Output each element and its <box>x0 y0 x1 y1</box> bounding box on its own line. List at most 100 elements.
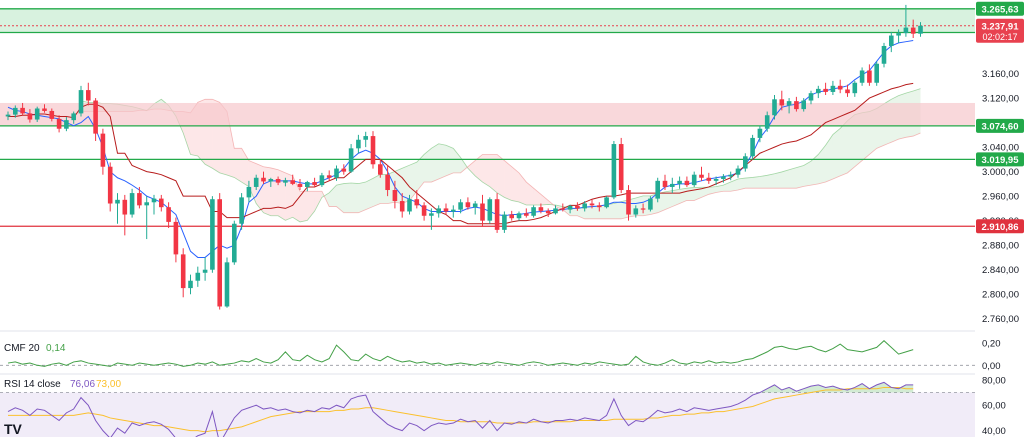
candle-body <box>202 269 208 273</box>
countdown-label: 02:02:17 <box>982 32 1017 42</box>
candle-body <box>421 205 427 216</box>
candle-body <box>560 208 566 210</box>
candle-body <box>918 25 923 34</box>
candle-body <box>604 197 609 208</box>
cloud-segment <box>438 143 446 179</box>
rsi-ma-value: 73,00 <box>96 379 121 390</box>
cloud-segment <box>577 207 585 219</box>
cloud-segment <box>351 182 359 213</box>
rsi-overbought-fill <box>898 384 906 393</box>
candle-body <box>414 199 420 206</box>
zones <box>0 8 975 126</box>
candle-body <box>64 120 69 129</box>
rsi-title: RSI 14 close <box>4 379 61 390</box>
candle-body <box>743 156 748 169</box>
candle-body <box>356 139 361 149</box>
last-price-label: 3.237,91 <box>982 21 1020 32</box>
cloud-segment <box>424 148 432 183</box>
tradingview-logo: TV <box>4 421 23 437</box>
candle-body <box>648 198 653 210</box>
candle-body <box>210 199 215 270</box>
candle-body <box>494 199 500 230</box>
candle-body <box>378 164 383 175</box>
candle-body <box>837 85 843 90</box>
cloud-segment <box>402 165 410 204</box>
cloud-segment <box>365 178 373 210</box>
cloud-segment <box>716 185 724 193</box>
senkou-a-line <box>80 88 921 223</box>
candle-body <box>772 99 777 116</box>
candle-body <box>611 144 617 198</box>
price-pane[interactable]: 3.160,003.120,003.080,003.040,003.000,00… <box>0 1 1024 325</box>
cloud-segment <box>467 160 476 176</box>
candle-body <box>480 203 485 221</box>
candle-body <box>78 90 84 114</box>
candle-body <box>713 178 719 181</box>
candle-body <box>553 208 558 214</box>
candle-body <box>589 203 595 206</box>
candle-body <box>750 137 755 157</box>
price-tick-label: 2.760,00 <box>982 314 1019 325</box>
rsi-overbought-fill <box>854 383 863 393</box>
last-price-badge <box>976 18 1024 43</box>
candle-body <box>188 280 193 289</box>
candle-body <box>458 202 463 210</box>
cloud-segment <box>599 204 607 219</box>
candle-body <box>524 213 529 216</box>
candle-body <box>151 198 157 203</box>
cloud-segment <box>847 114 855 173</box>
candle-body <box>144 202 149 206</box>
candle-body <box>195 272 201 281</box>
candle-body <box>86 90 91 101</box>
candle-body <box>261 177 266 182</box>
cloud-segment <box>811 154 819 186</box>
candle-body <box>575 205 580 209</box>
cmf-pane[interactable]: CMF 20 0,14 0,20 0,00 <box>0 338 1001 372</box>
cloud-segment <box>504 160 512 201</box>
candle-body <box>867 70 872 83</box>
cloud-segment <box>475 154 483 183</box>
candle-body <box>305 182 310 187</box>
candle-body <box>699 174 704 178</box>
cloud-segment <box>613 201 622 219</box>
price-tick-label: 3.120,00 <box>982 94 1019 105</box>
rsi-value: 76,06 <box>70 379 95 390</box>
cloud-segment <box>526 182 534 206</box>
candle-body <box>129 193 135 215</box>
cloud-segment <box>482 154 490 187</box>
cloud-segment <box>584 206 592 219</box>
cloud-segment <box>730 178 738 192</box>
candle-body <box>509 214 514 219</box>
candle-body <box>816 88 821 94</box>
level-3074-badge <box>976 118 1024 133</box>
cloud-segment <box>708 186 717 195</box>
candle-body <box>56 118 62 129</box>
rsi-line <box>7 381 914 437</box>
candle-body <box>348 148 354 172</box>
candle-body <box>874 63 879 83</box>
candle-body <box>341 168 347 172</box>
candle-body <box>268 178 274 182</box>
rsi-tick-label: 40,00 <box>982 426 1006 437</box>
cloud-segment <box>453 148 461 173</box>
candle-body <box>472 203 478 208</box>
cloud-segment <box>300 191 308 222</box>
cloud-segment <box>489 154 498 193</box>
candle-body <box>684 180 690 186</box>
candle-body <box>721 176 726 179</box>
cmf-tick-label: 0,00 <box>982 361 1001 372</box>
rsi-band <box>0 392 975 437</box>
rsi-pane[interactable]: RSI 14 close 76,06 73,00 80,00 60,00 40,00 <box>0 375 1006 437</box>
cloud-segment <box>789 167 797 189</box>
candle-body <box>779 99 785 106</box>
cloud-segment <box>285 172 293 221</box>
level-3265-label: 3.265,63 <box>982 4 1019 15</box>
candle-body <box>903 27 909 34</box>
price-tick-label: 2.880,00 <box>982 241 1019 252</box>
rsi-overbought-fill <box>781 387 790 393</box>
cloud-segment <box>774 171 782 189</box>
candle-body <box>830 85 836 92</box>
cloud-segment <box>540 194 549 206</box>
cloud-segment <box>256 163 264 213</box>
